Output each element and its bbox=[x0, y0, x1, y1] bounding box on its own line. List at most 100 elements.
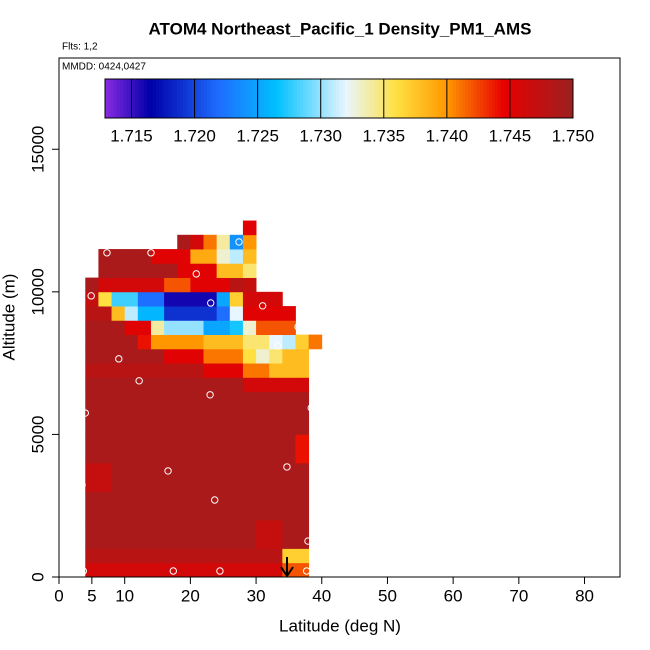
heat-cell bbox=[98, 548, 112, 564]
heat-cell bbox=[190, 434, 204, 464]
colorbar-tick-label: 1.730 bbox=[299, 126, 342, 145]
heat-cell bbox=[111, 348, 126, 364]
heat-cell bbox=[124, 320, 139, 336]
colorbar-cell bbox=[504, 79, 508, 118]
heat-cell bbox=[242, 405, 257, 435]
heat-cell bbox=[216, 320, 231, 336]
colorbar-cell bbox=[207, 79, 211, 118]
heat-cell bbox=[295, 562, 310, 578]
colorbar-cell bbox=[543, 79, 547, 118]
heat-cell bbox=[85, 334, 99, 350]
colorbar-cell bbox=[216, 79, 220, 118]
heat-cell bbox=[98, 462, 112, 492]
heat-cell bbox=[150, 377, 165, 393]
colorbar-cell bbox=[492, 79, 496, 118]
colorbar-cell bbox=[471, 79, 475, 118]
heat-cell bbox=[124, 519, 139, 549]
heat-cell bbox=[111, 277, 126, 293]
colorbar-cell bbox=[462, 79, 466, 118]
heat-cell bbox=[164, 491, 178, 521]
colorbar-cell bbox=[549, 79, 553, 118]
heat-cell bbox=[150, 306, 165, 321]
colorbar-cell bbox=[144, 79, 148, 118]
heat-cell bbox=[124, 249, 139, 264]
colorbar-cell bbox=[111, 79, 115, 118]
heat-cell bbox=[282, 519, 296, 549]
heat-cell bbox=[229, 391, 244, 407]
heat-cell bbox=[111, 548, 126, 564]
heat-cell bbox=[111, 263, 126, 278]
heat-cell bbox=[269, 462, 283, 492]
heat-cell bbox=[229, 519, 244, 549]
heat-cell bbox=[111, 434, 126, 464]
colorbar-cell bbox=[291, 79, 295, 118]
colorbar-cell bbox=[270, 79, 274, 118]
heat-cell bbox=[177, 306, 191, 321]
heat-cell bbox=[242, 491, 257, 521]
heat-cell bbox=[216, 363, 231, 378]
heat-cell bbox=[85, 548, 99, 564]
heat-cell bbox=[295, 434, 310, 464]
heat-cell bbox=[203, 277, 218, 293]
colorbar-cell bbox=[288, 79, 292, 118]
heat-cell bbox=[295, 391, 310, 407]
colorbar-cell bbox=[348, 79, 352, 118]
heat-cell bbox=[203, 377, 218, 393]
colorbar-cell bbox=[387, 79, 391, 118]
heat-cell bbox=[216, 491, 231, 521]
heat-cell bbox=[137, 277, 152, 293]
colorbar-cell bbox=[282, 79, 286, 118]
y-tick-label: 5000 bbox=[28, 416, 47, 454]
colorbar-cell bbox=[186, 79, 190, 118]
colorbar-cell bbox=[333, 79, 337, 118]
heat-cell bbox=[177, 263, 191, 278]
heat-cell bbox=[229, 377, 244, 393]
heat-cell bbox=[137, 263, 152, 278]
heat-cell bbox=[137, 334, 152, 350]
colorbar-cell bbox=[318, 79, 322, 118]
heat-cell bbox=[269, 491, 283, 521]
colorbar-cell bbox=[285, 79, 289, 118]
heat-cell bbox=[190, 234, 204, 250]
heat-cell bbox=[242, 320, 257, 336]
heat-cell bbox=[124, 434, 139, 464]
heat-cell bbox=[177, 391, 191, 407]
heat-cell bbox=[150, 348, 165, 364]
heat-cell bbox=[124, 363, 139, 378]
heat-cell bbox=[242, 391, 257, 407]
heat-cell bbox=[295, 491, 310, 521]
colorbar-cell bbox=[408, 79, 412, 118]
heat-cell bbox=[124, 306, 139, 321]
colorbar-tick-label: 1.725 bbox=[236, 126, 279, 145]
colorbar-cell bbox=[570, 79, 574, 118]
x-axis-label: Latitude (deg N) bbox=[279, 616, 401, 635]
heat-cell bbox=[190, 363, 204, 378]
colorbar-cell bbox=[195, 79, 199, 118]
heat-cell bbox=[124, 391, 139, 407]
heat-cell bbox=[256, 462, 270, 492]
flight-point bbox=[103, 249, 111, 257]
colorbar-cell bbox=[258, 79, 262, 118]
flight-point bbox=[206, 391, 214, 399]
heat-cell bbox=[269, 334, 283, 350]
heat-cell bbox=[229, 348, 244, 364]
colorbar-cell bbox=[342, 79, 346, 118]
colorbar-cell bbox=[312, 79, 316, 118]
colorbar-cell bbox=[183, 79, 187, 118]
colorbar-cell bbox=[438, 79, 442, 118]
heat-cell bbox=[256, 334, 270, 350]
colorbar-cell bbox=[300, 79, 304, 118]
heat-cell bbox=[256, 291, 270, 307]
x-tick-label: 40 bbox=[312, 586, 331, 605]
heat-cell bbox=[98, 519, 112, 549]
colorbar-cell bbox=[450, 79, 454, 118]
heat-cell bbox=[137, 348, 152, 364]
heat-cell bbox=[177, 405, 191, 435]
heat-cell bbox=[242, 249, 257, 264]
heat-cell bbox=[190, 519, 204, 549]
colorbar-cell bbox=[489, 79, 493, 118]
heat-cell bbox=[203, 291, 218, 307]
colorbar-cell bbox=[297, 79, 301, 118]
colorbar-cell bbox=[141, 79, 145, 118]
